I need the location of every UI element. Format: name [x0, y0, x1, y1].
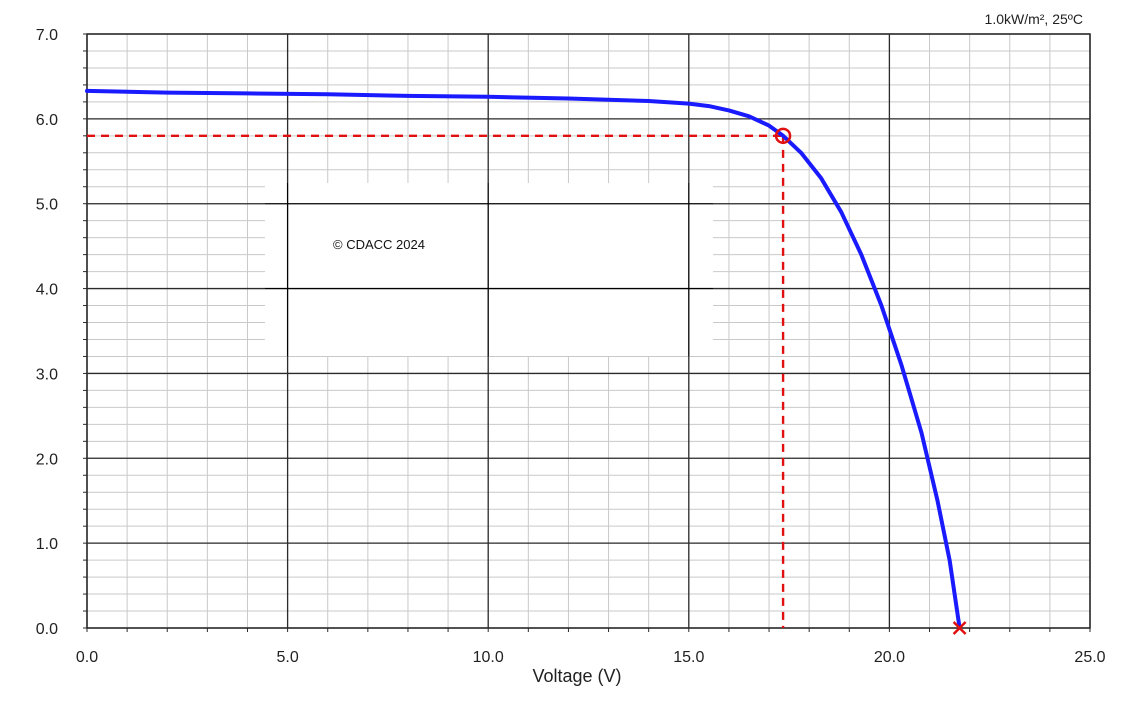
y-tick-label: 3.0 [36, 366, 58, 383]
y-tick-label: 0.0 [36, 621, 58, 638]
tick-labels: 0.0 1.0 2.0 3.0 4.0 5.0 6.0 7.0 0.0 5.0 10.0 15.0 20… [36, 27, 1106, 666]
x-tick-label: 0.0 [76, 649, 98, 666]
axes [86, 33, 1091, 629]
reference-lines [87, 134, 785, 628]
plot-frame [86, 33, 1091, 629]
y-tick-label: 1.0 [36, 536, 58, 553]
conditions-label: 1.0kW/m², 25ºC [985, 11, 1083, 27]
open-circuit-point-marker [952, 621, 967, 635]
open-circuit-marker-stroke [952, 621, 967, 635]
watermark-box [265, 183, 713, 356]
copyright-watermark: © CDACC 2024 [265, 183, 713, 356]
x-axis-title: Voltage (V) [532, 666, 621, 686]
y-tick-label: 2.0 [36, 451, 58, 468]
x-tick-label: 20.0 [874, 649, 905, 666]
tick-marks [83, 33, 1091, 632]
x-tick-label: 15.0 [673, 649, 704, 666]
y-tick-label: 6.0 [36, 112, 58, 129]
y-tick-label: 4.0 [36, 282, 58, 299]
x-tick-label: 25.0 [1074, 649, 1105, 666]
series-layer [85, 88, 962, 630]
marker-layer [774, 127, 967, 635]
iv-curve-line [85, 88, 962, 630]
max-power-point-marker [774, 127, 792, 145]
x-tick-label: 10.0 [473, 649, 504, 666]
y-tick-label: 5.0 [36, 197, 58, 214]
x-tick-label: 5.0 [276, 649, 298, 666]
copyright-text: © CDACC 2024 [333, 237, 425, 252]
y-tick-label: 7.0 [36, 27, 58, 44]
